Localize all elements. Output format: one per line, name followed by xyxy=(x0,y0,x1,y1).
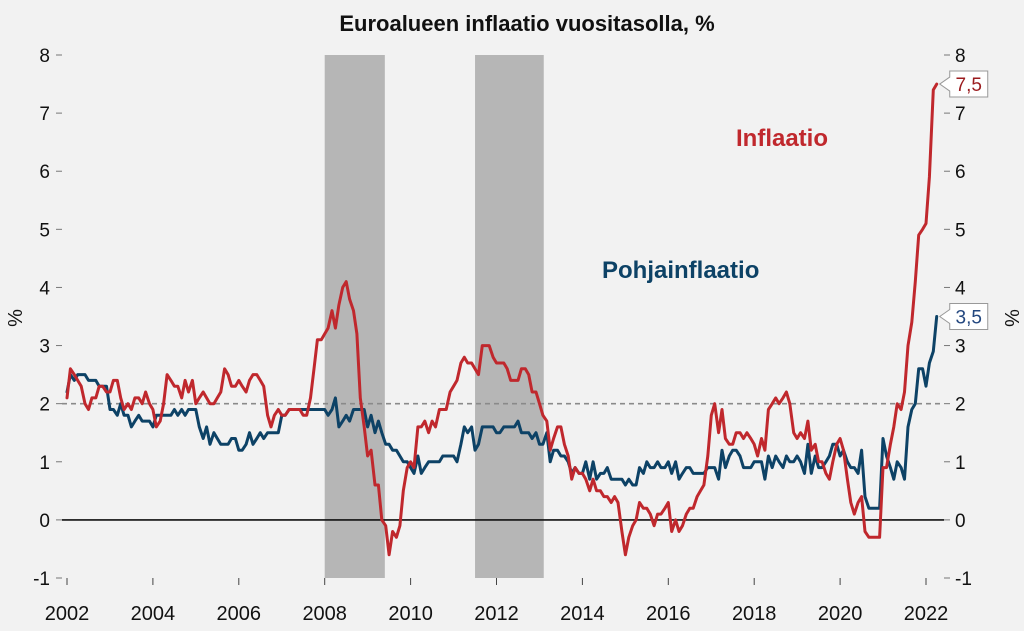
core-inflation-line xyxy=(65,315,939,510)
core-label-clip: Pohjainflaatio xyxy=(602,257,759,284)
y-axis-right: -1 0 1 2 3 4 5 6 7 8 xyxy=(944,46,972,590)
core-end-callout: 3,5 xyxy=(938,303,989,330)
y-tick-label-left: 6 xyxy=(39,162,50,183)
x-tick-label: 2006 xyxy=(217,603,262,625)
x-tick-label: 2002 xyxy=(45,603,90,625)
inflation-line xyxy=(65,82,939,557)
x-tick-label: 2022 xyxy=(904,603,949,625)
y-tick-label-left: 8 xyxy=(39,46,50,67)
core-end-callout-box xyxy=(938,303,989,330)
y-tick-label-left: 5 xyxy=(39,220,50,241)
inflation-series-label: Inflaatio xyxy=(736,125,828,152)
y-tick-label-left: 3 xyxy=(39,337,50,358)
x-tick-label: 2016 xyxy=(646,603,691,625)
y-tick-label-right: 2 xyxy=(955,395,966,416)
y-tick-label-right: 5 xyxy=(955,220,966,241)
shaded-period-2 xyxy=(475,55,544,578)
y-tick-label-right: -1 xyxy=(955,569,972,590)
y-axis-left: -1 0 1 2 3 4 5 6 7 8 xyxy=(33,46,62,590)
x-axis: 2002 2004 2006 2008 2010 2012 2014 2016 2018 2020… xyxy=(45,578,949,625)
series-layer xyxy=(65,82,939,557)
y-tick-label-right: 1 xyxy=(955,453,966,474)
y-tick-label-left: 1 xyxy=(39,453,50,474)
end-callouts: 7,5 3,5 xyxy=(938,70,989,330)
x-tick-label: 2020 xyxy=(818,603,863,625)
y-tick-label-left: 4 xyxy=(39,278,50,299)
x-tick-label: 2014 xyxy=(560,603,605,625)
y-tick-label-right: 0 xyxy=(955,511,966,532)
y-tick-label-left: 2 xyxy=(39,395,50,416)
core-series-label: Pohjainflaatio xyxy=(602,257,759,284)
y-tick-label-left: 0 xyxy=(39,511,50,532)
x-tick-label: 2010 xyxy=(388,603,433,625)
y-tick-label-left: 7 xyxy=(39,104,50,125)
x-tick-label: 2012 xyxy=(474,603,519,625)
y-axis-label-right: % xyxy=(1000,309,1022,327)
y-axis-label-left: % xyxy=(5,309,27,327)
inflation-end-callout-value: 7,5 xyxy=(956,75,982,96)
y-tick-label-right: 4 xyxy=(955,278,966,299)
x-tick-label: 2008 xyxy=(302,603,347,625)
chart-title: Euroalueen inflaatio vuositasolla, % xyxy=(339,11,714,36)
y-tick-label-right: 7 xyxy=(955,104,966,125)
y-tick-label-right: 8 xyxy=(955,46,966,67)
y-tick-label-right: 3 xyxy=(955,337,966,358)
y-tick-label-left: -1 xyxy=(33,569,50,590)
inflation-end-callout-box xyxy=(938,70,989,98)
x-tick-label: 2018 xyxy=(732,603,777,625)
core-end-callout-value: 3,5 xyxy=(956,308,982,329)
x-tick-label: 2004 xyxy=(131,603,176,625)
inflation-end-callout: 7,5 xyxy=(938,70,989,98)
y-tick-label-right: 6 xyxy=(955,162,966,183)
